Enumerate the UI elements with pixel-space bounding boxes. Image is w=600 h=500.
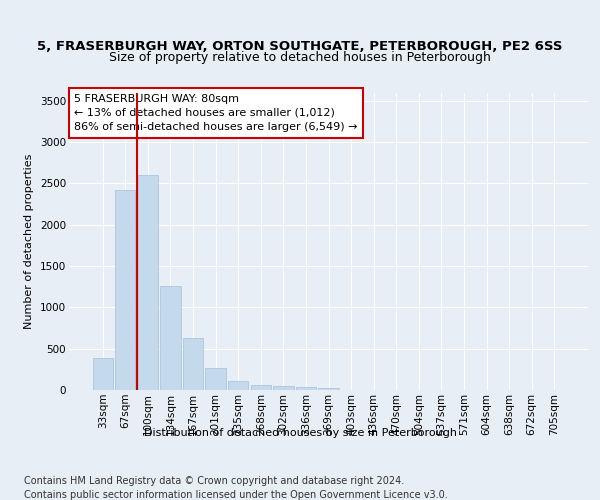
Text: Size of property relative to detached houses in Peterborough: Size of property relative to detached ho… (109, 51, 491, 64)
Y-axis label: Number of detached properties: Number of detached properties (25, 154, 34, 329)
Bar (138, 175, 158, 390)
Bar (115, 190, 136, 390)
Text: 5 FRASERBURGH WAY: 80sqm
← 13% of detached houses are smaller (1,012)
86% of sem: 5 FRASERBURGH WAY: 80sqm ← 13% of detach… (74, 94, 358, 132)
Text: Contains HM Land Registry data © Crown copyright and database right 2024.
Contai: Contains HM Land Registry data © Crown c… (24, 476, 448, 500)
Bar (183, 338, 203, 390)
Text: Distribution of detached houses by size in Peterborough: Distribution of detached houses by size … (143, 428, 457, 438)
Bar (319, 388, 338, 390)
Bar (160, 286, 181, 390)
Bar (228, 381, 248, 390)
Text: 5, FRASERBURGH WAY, ORTON SOUTHGATE, PETERBOROUGH, PE2 6SS: 5, FRASERBURGH WAY, ORTON SOUTHGATE, PET… (37, 40, 563, 52)
Bar (251, 386, 271, 390)
Bar (273, 386, 293, 390)
Bar (205, 368, 226, 390)
Bar (296, 387, 316, 390)
Bar (92, 358, 113, 390)
